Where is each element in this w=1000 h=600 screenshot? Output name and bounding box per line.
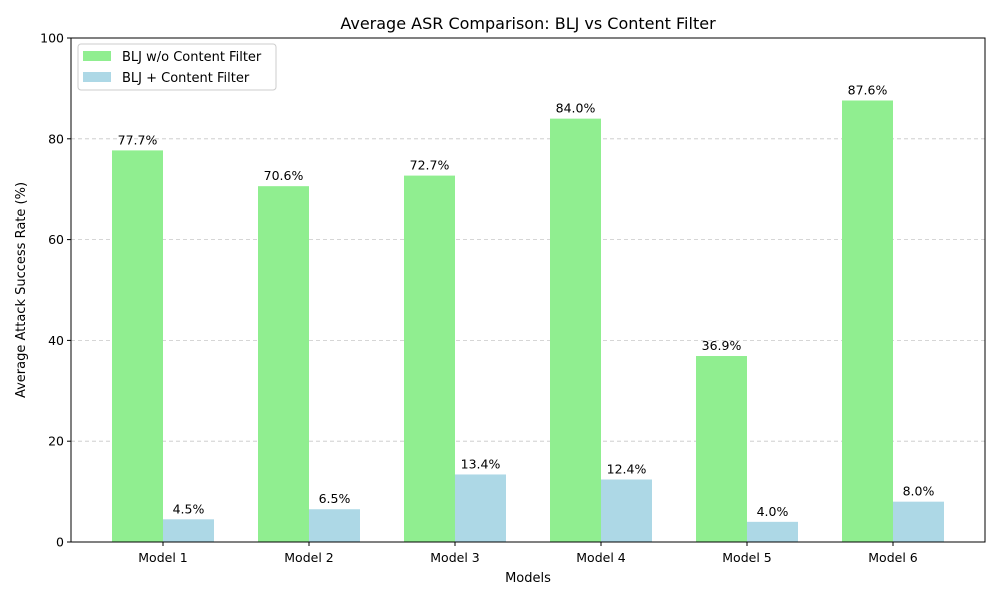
x-axis: Model 1 Model 2 Model 3 Model 4 Model 5 Model… [138, 542, 918, 565]
data-label: 6.5% [319, 491, 351, 506]
y-tick-label: 20 [48, 434, 64, 449]
bar-with-filter [601, 479, 652, 542]
data-label: 87.6% [848, 82, 888, 97]
y-axis: 0 20 40 60 80 100 [40, 31, 71, 550]
legend-frame [77, 43, 277, 91]
bar-without-filter [258, 186, 309, 542]
bar-with-filter [747, 521, 798, 542]
bar-with-filter [163, 519, 214, 542]
x-tick-label: Model 1 [138, 550, 187, 565]
legend-label: BLJ w/o Content Filter [122, 50, 262, 65]
data-label: 4.5% [173, 501, 205, 516]
bar-without-filter [112, 150, 163, 542]
data-label: 72.7% [410, 158, 450, 173]
y-tick-label: 0 [56, 535, 64, 550]
bar-with-filter [309, 509, 360, 542]
data-label: 36.9% [702, 338, 742, 353]
legend-swatch-green [83, 51, 111, 61]
data-label: 77.7% [118, 132, 158, 147]
legend: BLJ w/o Content Filter BLJ + Content Fil… [77, 43, 277, 91]
bar-without-filter [404, 175, 455, 543]
y-tick-label: 80 [48, 131, 64, 146]
bar-with-filter [893, 501, 944, 542]
x-tick-label: Model 3 [430, 550, 479, 565]
bar-without-filter [550, 118, 601, 542]
chart-title: Average ASR Comparison: BLJ vs Content F… [340, 14, 716, 33]
x-tick-label: Model 5 [722, 550, 771, 565]
bar-without-filter [842, 100, 893, 542]
data-label: 70.6% [264, 168, 304, 183]
data-label: 12.4% [607, 462, 647, 477]
data-labels: 77.7% 4.5% 70.6% 6.5% 72.7% 13.4% 84.0% 12.4% 36… [118, 82, 935, 518]
data-label: 4.0% [757, 504, 789, 519]
bar-without-filter [696, 356, 747, 542]
bar-with-filter [455, 474, 506, 542]
legend-label: BLJ + Content Filter [122, 71, 250, 86]
x-axis-label: Models [505, 571, 551, 586]
x-tick-label: Model 2 [284, 550, 333, 565]
data-label: 84.0% [556, 101, 596, 116]
plot-frame [70, 37, 986, 543]
y-tick-label: 60 [48, 232, 64, 247]
gridlines [71, 138, 985, 442]
data-label: 13.4% [461, 456, 501, 471]
y-tick-label: 100 [40, 31, 64, 46]
y-tick-label: 40 [48, 333, 64, 348]
x-tick-label: Model 4 [576, 550, 626, 565]
x-tick-label: Model 6 [868, 550, 918, 565]
data-label: 8.0% [903, 484, 935, 499]
y-axis-label: Average Attack Success Rate (%) [14, 182, 29, 398]
legend-swatch-blue [83, 72, 111, 82]
bars [112, 100, 944, 543]
